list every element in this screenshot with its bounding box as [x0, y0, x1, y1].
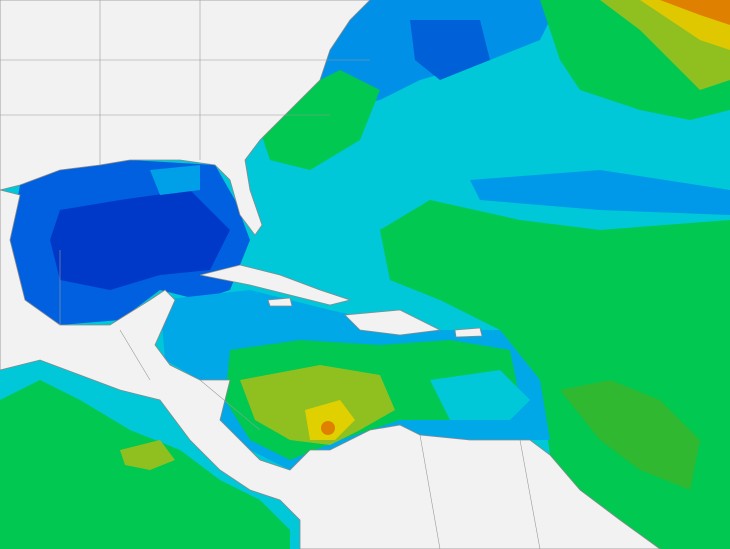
swell-peak: [321, 421, 335, 435]
central-south-america: [0, 189, 661, 549]
swell-zone: [260, 70, 380, 170]
swell-zone: [150, 165, 200, 195]
hispaniola: [344, 309, 442, 336]
swell-zone: [470, 170, 730, 215]
borders: [0, 0, 541, 549]
swell-zone: [120, 440, 175, 470]
puerto-rico: [454, 327, 483, 338]
swell-zone: [560, 380, 700, 490]
swell-zone: [240, 365, 395, 445]
jamaica: [267, 297, 293, 307]
swell-zone: [305, 400, 355, 440]
swell-zone: [430, 370, 530, 420]
swell-zone: [50, 190, 230, 290]
swell-zone: [410, 20, 490, 80]
cuba: [199, 264, 352, 306]
land: [0, 0, 661, 549]
swell-zone: [660, 0, 730, 25]
